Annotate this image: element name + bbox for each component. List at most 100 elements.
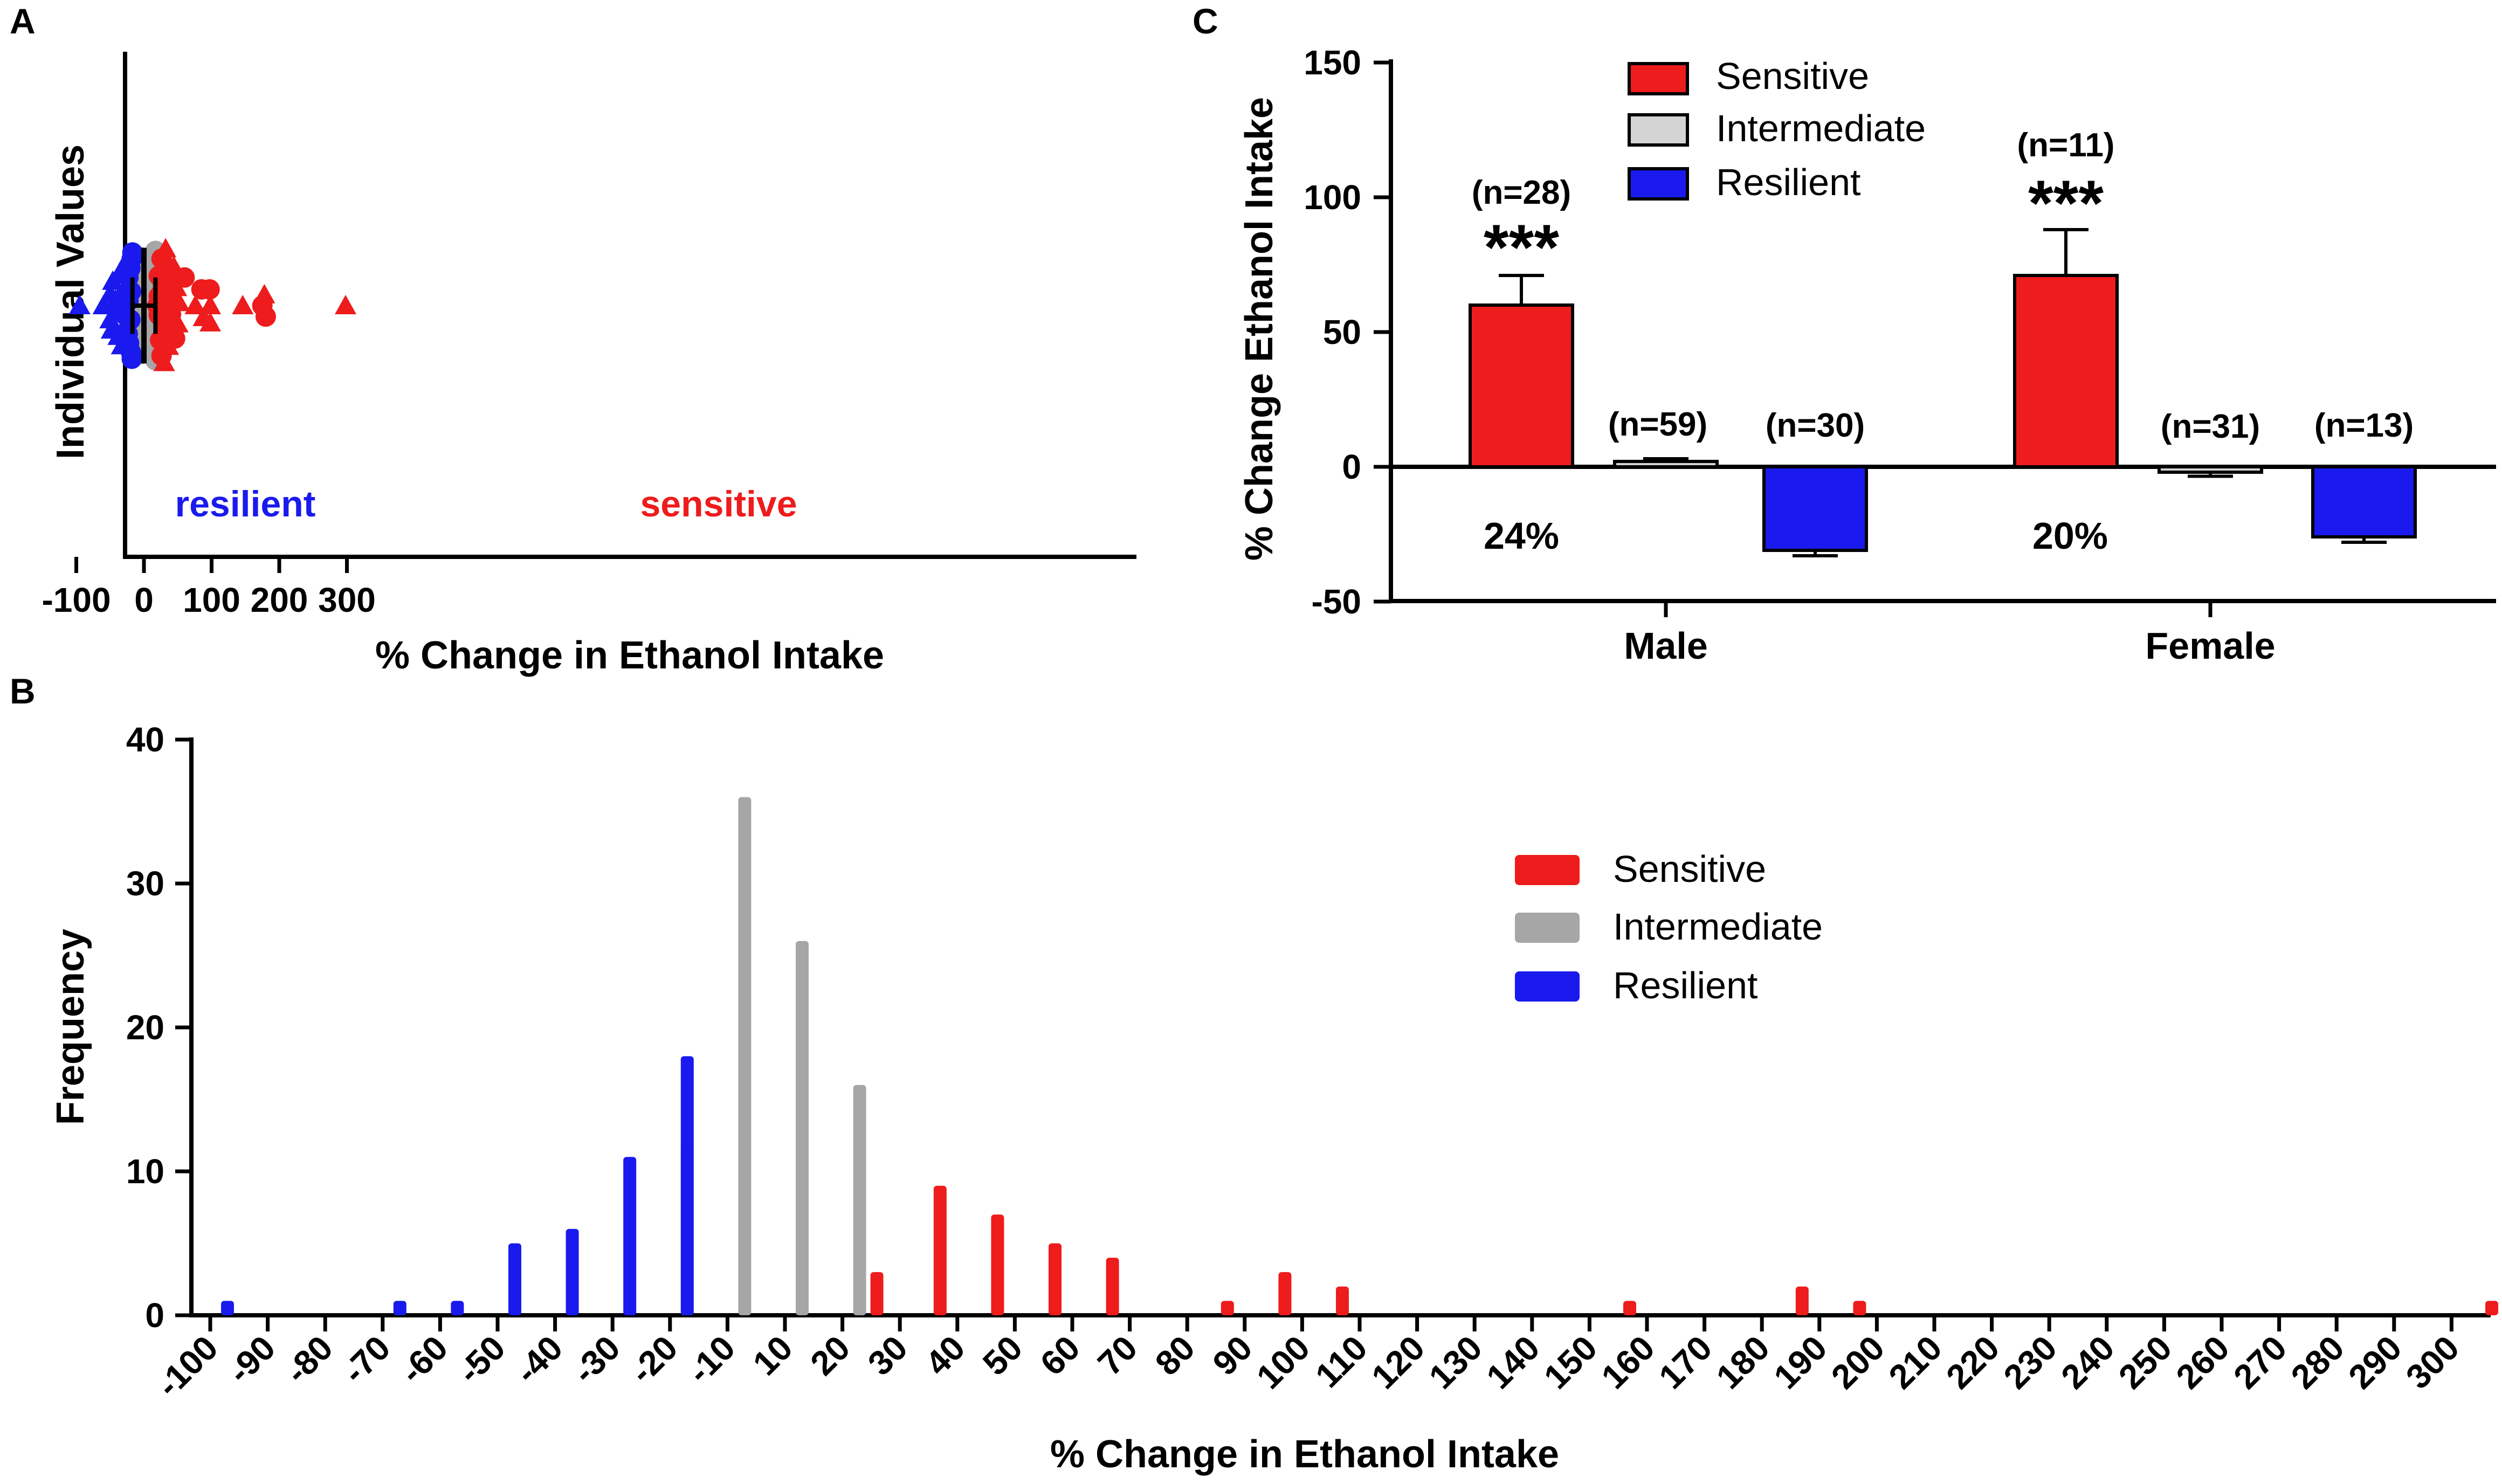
panel-b-x-tick-label: 110 — [1308, 1328, 1375, 1395]
panel-b-bar-intermediate — [795, 941, 809, 1315]
panel-label-a: A — [10, 1, 36, 41]
panel-c-y-tick-label: -50 — [1312, 582, 1362, 621]
panel-b-bar-resilient — [566, 1228, 579, 1315]
panel-b-x-tick-label: -90 — [220, 1328, 282, 1391]
panel-b-x-tick-label: 50 — [975, 1328, 1030, 1383]
panel-b-x-tick-label: 160 — [1594, 1328, 1662, 1396]
resilient-circle-point — [121, 348, 142, 369]
panel-b-bar-resilient — [220, 1301, 234, 1315]
legend-swatch-resilient — [1628, 167, 1689, 201]
panel-b-x-tick-label: 140 — [1479, 1328, 1547, 1396]
panel-b-x-tick-label: 260 — [2168, 1328, 2236, 1396]
panel-b-x-tick-label: -10 — [680, 1328, 742, 1391]
panel-b-x-tick-label: 190 — [1766, 1328, 1834, 1396]
legend-label-intermediate: Intermediate — [1716, 107, 1926, 149]
n-label-male-sensitive: (n=28) — [1472, 174, 1571, 211]
legend-b-label-intermediate: Intermediate — [1613, 906, 1823, 948]
sensitive-circle-point — [164, 328, 185, 349]
panel-b-x-ticks: -100-90-80-70-60-50-40-30-20-10 10 20 30 40 5… — [149, 1315, 2466, 1404]
panel-c-bar-sensitive — [1469, 303, 1574, 468]
panel-a-x-tick-label: 100 — [183, 581, 240, 619]
panel-c-bar-resilient — [1762, 465, 1868, 552]
panel-b-bar-intermediate — [853, 1085, 866, 1315]
panel-c-y-tick-label: 100 — [1304, 178, 1361, 217]
n-label-female-sensitive: (n=11) — [2017, 127, 2115, 164]
legend-b-swatch-intermediate — [1515, 913, 1580, 943]
panel-b-x-tick-label: 220 — [1939, 1328, 2007, 1396]
panel-a: A Individual Values -100 0 100 200 300 % Cha… — [10, 1, 1136, 677]
legend-b-swatch-resilient — [1515, 971, 1580, 1002]
panel-a-y-label: Individual Values — [49, 144, 92, 459]
panel-b-x-tick-label: -80 — [278, 1328, 340, 1391]
panel-b-y-ticks: 0 10 20 30 40 — [126, 720, 191, 1335]
sensitive-triangle-point — [167, 313, 189, 333]
sensitive-triangle-point — [166, 277, 188, 296]
resilient-triangle-point — [92, 295, 114, 314]
pct-female: 20% — [2032, 515, 2108, 557]
panel-b-bar-resilient — [623, 1157, 637, 1315]
panel-a-x-tick-label: -100 — [42, 581, 111, 619]
panel-c-y-ticks: -50 0 50 100 150 — [1304, 43, 1391, 621]
panel-b-x-tick-label: 150 — [1536, 1328, 1604, 1396]
panel-b-x-tick-label: 280 — [2284, 1328, 2352, 1396]
resilient-circle-point — [122, 242, 143, 263]
panel-b-bar-sensitive — [1336, 1286, 1349, 1315]
panel-b-x-tick-label: 40 — [918, 1328, 972, 1383]
panel-b-bar-resilient — [680, 1056, 694, 1315]
panel-b-y-label: Frequency — [49, 929, 92, 1125]
n-label-male-intermediate: (n=59) — [1608, 406, 1707, 443]
n-label-female-intermediate: (n=31) — [2161, 408, 2260, 445]
panel-b-bar-sensitive — [1278, 1272, 1292, 1315]
panel-b-x-tick-label: 290 — [2341, 1328, 2409, 1396]
panel-b-bar-sensitive — [1795, 1286, 1809, 1315]
panel-b-bar-resilient — [451, 1301, 464, 1315]
panel-b-x-tick-label: 80 — [1148, 1328, 1202, 1383]
panel-a-points — [68, 238, 356, 371]
panel-c-y-tick-label: 50 — [1323, 313, 1361, 351]
panel-b-bar-intermediate — [738, 797, 752, 1315]
panel-b-y-tick-label: 10 — [126, 1152, 164, 1191]
panel-b-bar-sensitive — [1221, 1301, 1234, 1315]
panel-b-bar-sensitive — [933, 1185, 947, 1315]
sensitive-triangle-point — [199, 295, 221, 314]
panel-b-x-tick-label: 70 — [1090, 1328, 1145, 1383]
panel-c-bar-sensitive — [2013, 274, 2119, 468]
panel-b-x-tick-label: 30 — [860, 1328, 915, 1383]
panel-b-x-tick-label: 170 — [1651, 1328, 1719, 1396]
panel-c-bar-resilient — [2311, 465, 2417, 539]
panel-a-x-ticks: -100 0 100 200 300 — [42, 557, 376, 619]
panel-a-x-tick-label: 200 — [251, 581, 308, 619]
panel-b-y-tick-label: 0 — [145, 1296, 164, 1335]
n-label-female-resilient: (n=13) — [2314, 407, 2414, 444]
legend-b-label-resilient: Resilient — [1613, 964, 1757, 1006]
panel-b-bar-sensitive — [1853, 1301, 1866, 1315]
sensitive-triangle-point — [253, 284, 275, 303]
panel-b-x-tick-label: 20 — [803, 1328, 857, 1383]
panel-b-bar-sensitive — [2485, 1301, 2499, 1315]
legend-b-swatch-sensitive — [1515, 855, 1580, 885]
panel-b-x-tick-label: 120 — [1364, 1328, 1432, 1396]
panel-b-x-tick-label: 250 — [2111, 1328, 2179, 1396]
stars-male: *** — [1484, 211, 1559, 284]
panel-b-x-tick-label: 210 — [1881, 1328, 1949, 1396]
panel-b-x-tick-label: -20 — [622, 1328, 685, 1391]
panel-b-bar-sensitive — [991, 1214, 1004, 1315]
panel-b-bar-sensitive — [870, 1272, 884, 1315]
panel-b-x-tick-label: -30 — [565, 1328, 628, 1391]
panel-b-x-tick-label: -100 — [149, 1328, 225, 1404]
sensitive-annotation: sensitive — [640, 484, 797, 524]
legend-label-sensitive: Sensitive — [1716, 55, 1869, 97]
panel-b-bar-sensitive — [1049, 1243, 1062, 1315]
panel-b-x-tick-label: -40 — [507, 1328, 570, 1391]
resilient-triangle-point — [68, 295, 91, 314]
resilient-annotation: resilient — [175, 484, 316, 524]
panel-c-legend: Sensitive Intermediate Resilient — [1628, 55, 1926, 203]
panel-a-x-tick-label: 300 — [318, 581, 376, 619]
panel-b-x-tick-label: 60 — [1033, 1328, 1087, 1383]
panel-b-x-tick-label: 300 — [2398, 1328, 2466, 1396]
sensitive-triangle-point — [199, 312, 221, 332]
panel-b-x-tick-label: 100 — [1249, 1328, 1317, 1396]
panel-label-b: B — [10, 671, 36, 711]
sensitive-circle-point — [174, 267, 195, 288]
sensitive-triangle-point — [155, 238, 177, 258]
